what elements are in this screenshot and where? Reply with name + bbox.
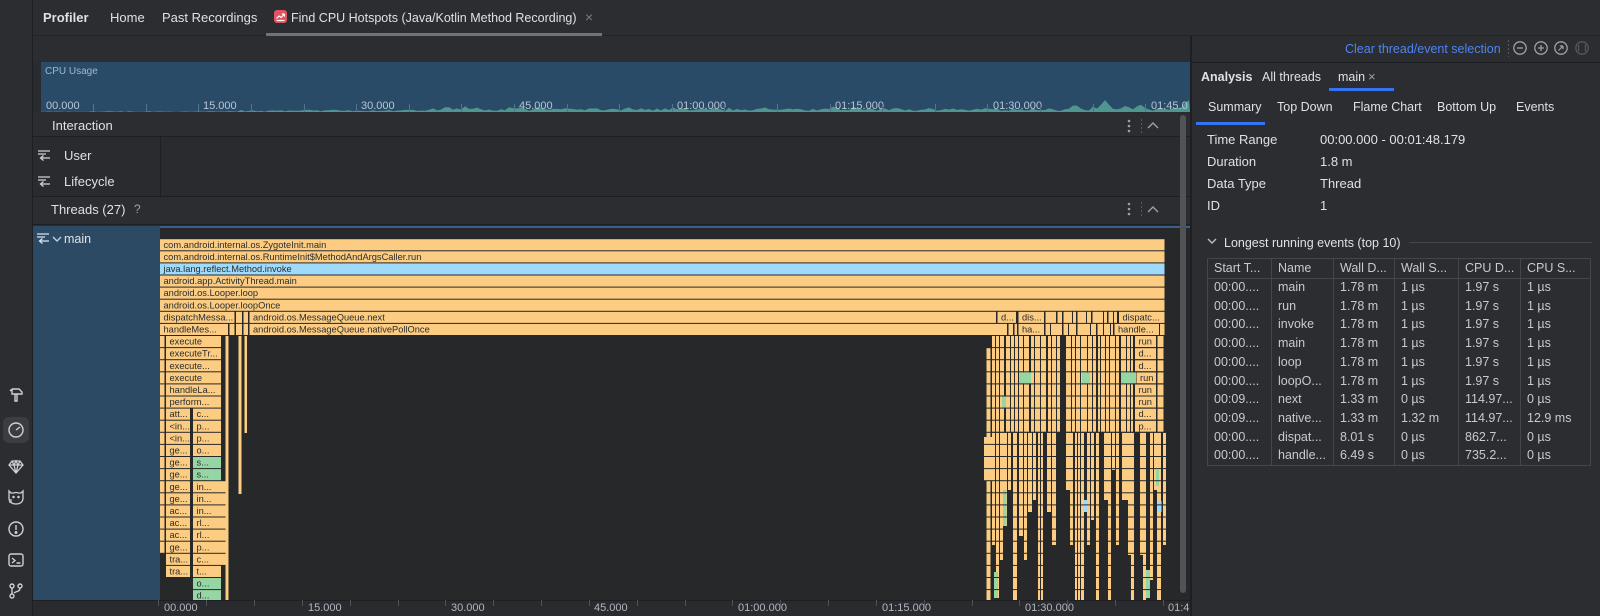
svg-text:ge...: ge... (170, 470, 188, 480)
svg-text:p...: p... (197, 421, 210, 431)
svg-text:<in...: <in... (170, 433, 190, 443)
svg-text:dis...: dis... (1022, 312, 1042, 322)
svg-text:com.android.internal.os.Zygote: com.android.internal.os.ZygoteInit.main (164, 240, 327, 250)
svg-text:tra...: tra... (170, 554, 189, 564)
svg-text:d...: d... (1139, 409, 1152, 419)
svg-text:in...: in... (197, 506, 212, 516)
svg-text:o...: o... (197, 446, 210, 456)
svg-text:android.os.MessageQueue.next: android.os.MessageQueue.next (253, 312, 385, 322)
svg-text:ge...: ge... (170, 446, 188, 456)
svg-text:android.os.Looper.loop: android.os.Looper.loop (164, 288, 259, 298)
svg-text:p...: p... (1139, 421, 1152, 431)
svg-text:execute: execute (170, 373, 203, 383)
svg-text:p...: p... (197, 542, 210, 552)
svg-text:s...: s... (197, 458, 209, 468)
svg-text:ge...: ge... (170, 482, 188, 492)
svg-text:java.lang.reflect.Method.invok: java.lang.reflect.Method.invoke (163, 264, 292, 274)
svg-text:d...: d... (1139, 349, 1152, 359)
svg-text:rl...: rl... (197, 518, 210, 528)
svg-text:in...: in... (197, 482, 212, 492)
svg-text:tra...: tra... (170, 567, 189, 577)
svg-text:d...: d... (1001, 312, 1014, 322)
svg-text:executeTr...: executeTr... (170, 349, 218, 359)
svg-text:run: run (1140, 373, 1153, 383)
svg-text:ge...: ge... (170, 542, 188, 552)
svg-text:att...: att... (170, 409, 188, 419)
svg-text:rl...: rl... (197, 530, 210, 540)
svg-text:d...: d... (1139, 361, 1152, 371)
svg-text:d...: d... (197, 591, 210, 600)
svg-text:<in...: <in... (170, 421, 190, 431)
svg-text:android.os.Looper.loopOnce: android.os.Looper.loopOnce (164, 300, 281, 310)
svg-text:ac...: ac... (170, 530, 188, 540)
svg-text:ha...: ha... (1022, 325, 1040, 335)
svg-text:dispatc...: dispatc... (1123, 312, 1160, 322)
svg-text:ac...: ac... (170, 518, 188, 528)
svg-text:s...: s... (197, 470, 209, 480)
svg-text:run: run (1139, 337, 1152, 347)
svg-text:dispatchMessa...: dispatchMessa... (164, 312, 234, 322)
svg-text:ge...: ge... (170, 458, 188, 468)
svg-text:o...: o... (197, 579, 210, 589)
svg-text:android.app.ActivityThread.mai: android.app.ActivityThread.main (164, 276, 297, 286)
svg-text:t...: t... (197, 567, 207, 577)
svg-text:execute...: execute... (170, 361, 210, 371)
svg-text:ac...: ac... (170, 506, 188, 516)
svg-text:handleMes...: handleMes... (164, 325, 217, 335)
svg-text:handleLa...: handleLa... (170, 385, 216, 395)
svg-text:perform...: perform... (170, 397, 210, 407)
svg-text:android.os.MessageQueue.native: android.os.MessageQueue.nativePollOnce (253, 325, 430, 335)
svg-text:c...: c... (197, 409, 209, 419)
svg-text:c...: c... (197, 554, 209, 564)
svg-text:handle...: handle... (1118, 325, 1154, 335)
svg-text:run: run (1139, 397, 1152, 407)
svg-text:com.android.internal.os.Runtim: com.android.internal.os.RuntimeInit$Meth… (164, 252, 422, 262)
svg-text:p...: p... (197, 433, 210, 443)
svg-text:ge...: ge... (170, 494, 188, 504)
svg-text:in...: in... (197, 494, 212, 504)
svg-text:execute: execute (170, 337, 203, 347)
svg-text:run: run (1139, 385, 1152, 395)
